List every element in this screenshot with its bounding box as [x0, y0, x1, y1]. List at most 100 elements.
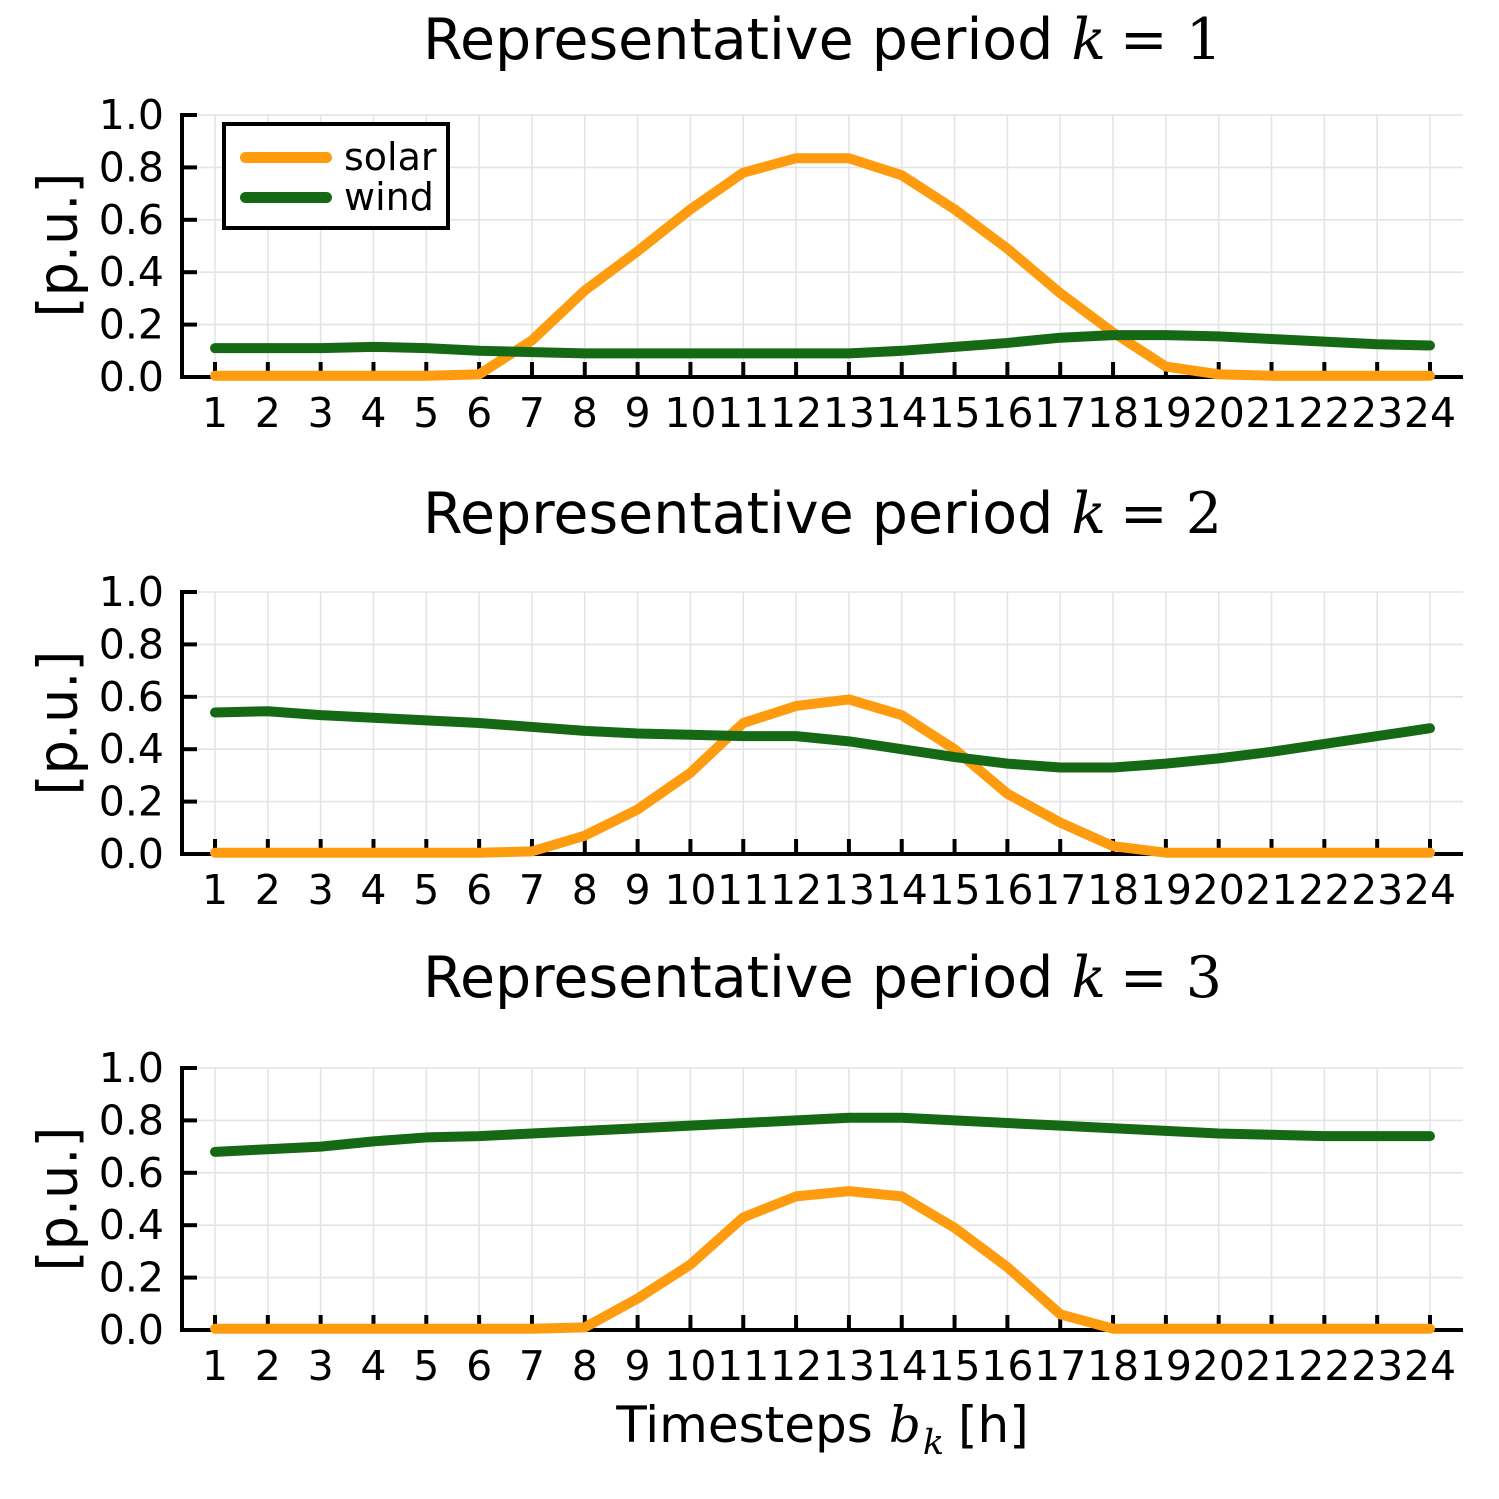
legend-entry-wind: wind	[240, 178, 436, 216]
chart2-title: Representative period k = 2	[150, 478, 1495, 550]
chart1-title-text: Representative period	[422, 7, 1054, 73]
y-tick-label: 0.8	[99, 143, 164, 191]
x-tick-label: 20	[1193, 1342, 1245, 1390]
y-tick-label: 0.0	[99, 353, 164, 401]
x-tick-label: 4	[360, 389, 386, 437]
x-tick-label: 24	[1404, 389, 1456, 437]
x-tick-label: 19	[1140, 1342, 1192, 1390]
y-tick-label: 0.4	[99, 1201, 164, 1249]
x-tick-label: 22	[1298, 866, 1350, 914]
y-tick-label: 1.0	[99, 95, 164, 139]
x-tick-label: 10	[664, 389, 716, 437]
x-tick-label: 14	[876, 866, 928, 914]
x-tick-label: 22	[1298, 1342, 1350, 1390]
wind-legend-swatch-icon	[240, 191, 332, 203]
x-tick-label: 14	[876, 389, 928, 437]
wind-line	[210, 706, 1435, 773]
y-tick-label: 0.8	[99, 620, 164, 668]
x-tick-label: 17	[1034, 1342, 1086, 1390]
x-tick-label: 8	[572, 389, 598, 437]
y-tick-label: 0.4	[99, 725, 164, 773]
solar-legend-swatch-icon	[240, 151, 332, 163]
x-tick-label: 19	[1140, 866, 1192, 914]
y-tick-label: 0.6	[99, 673, 164, 721]
x-tick-label: 24	[1404, 1342, 1456, 1390]
x-tick-label: 10	[664, 1342, 716, 1390]
x-axis-label-unit: [h]	[958, 1396, 1029, 1454]
x-tick-label: 5	[413, 389, 439, 437]
x-tick-label: 2	[255, 1342, 281, 1390]
x-tick-label: 9	[625, 866, 651, 914]
chart3-title-math-value: = 3	[1119, 945, 1223, 1011]
solar-line	[210, 694, 1435, 858]
x-tick-label: 11	[717, 1342, 769, 1390]
x-tick-label: 6	[466, 1342, 492, 1390]
y-tick-label: 1.0	[99, 572, 164, 616]
wind-line	[210, 1112, 1435, 1157]
chart3-title-math-var: k	[1071, 945, 1106, 1011]
x-tick-label: 13	[823, 389, 875, 437]
x-tick-label: 9	[625, 1342, 651, 1390]
x-tick-label: 17	[1034, 389, 1086, 437]
x-tick-label: 18	[1087, 389, 1139, 437]
x-tick-label: 13	[823, 1342, 875, 1390]
x-axis-label: Timesteps bk [h]	[150, 1396, 1495, 1463]
x-tick-label: 3	[308, 866, 334, 914]
x-tick-label: 7	[519, 389, 545, 437]
x-tick-label: 16	[981, 389, 1033, 437]
x-tick-label: 12	[770, 389, 822, 437]
x-tick-label: 5	[413, 1342, 439, 1390]
chart3-title: Representative period k = 3	[150, 942, 1495, 1014]
x-tick-label: 23	[1351, 866, 1403, 914]
x-tick-label: 21	[1245, 389, 1297, 437]
x-tick-label: 15	[928, 389, 980, 437]
chart1-plot-area: 1 2 3 4 5 6 7 8 9 10 11 12 13 14 15 16 17 18 19 20 21 22 23 240…	[99, 95, 1463, 437]
x-tick-label: 12	[770, 1342, 822, 1390]
x-tick-label: 8	[572, 866, 598, 914]
x-tick-label: 21	[1245, 1342, 1297, 1390]
legend: solar wind	[222, 122, 450, 230]
x-tick-label: 23	[1351, 389, 1403, 437]
x-tick-label: 11	[717, 389, 769, 437]
x-axis-label-math-var: b	[888, 1396, 921, 1454]
x-tick-label: 16	[981, 1342, 1033, 1390]
x-tick-label: 7	[519, 866, 545, 914]
solar-legend-label: solar	[344, 135, 437, 179]
chart1-title-math-var: k	[1071, 7, 1106, 73]
chart2-title-text: Representative period	[422, 481, 1054, 547]
y-tick-label: 0.6	[99, 196, 164, 244]
x-tick-label: 5	[413, 866, 439, 914]
x-tick-label: 24	[1404, 866, 1456, 914]
x-tick-label: 3	[308, 1342, 334, 1390]
x-tick-label: 7	[519, 1342, 545, 1390]
chart2-title-math-value: = 2	[1119, 481, 1223, 547]
y-tick-label: 0.6	[99, 1149, 164, 1197]
x-tick-label: 15	[928, 866, 980, 914]
x-tick-label: 4	[360, 1342, 386, 1390]
x-tick-label: 14	[876, 1342, 928, 1390]
x-tick-label: 12	[770, 866, 822, 914]
y-tick-label: 0.0	[99, 1306, 164, 1354]
chart3-plot-area: 1 2 3 4 5 6 7 8 9 10 11 12 13 14 15 16 17 18 19 20 21 22 23 240…	[99, 1048, 1463, 1390]
x-tick-label: 1	[202, 866, 228, 914]
x-tick-label: 20	[1193, 389, 1245, 437]
y-tick-label: 0.0	[99, 830, 164, 878]
x-tick-label: 2	[255, 389, 281, 437]
chart3-title-text: Representative period	[422, 945, 1054, 1011]
solar-line	[210, 153, 1435, 381]
x-axis-label-text: Timesteps	[616, 1396, 873, 1454]
x-tick-label: 6	[466, 866, 492, 914]
x-tick-label: 15	[928, 1342, 980, 1390]
y-tick-label: 0.2	[99, 778, 164, 826]
x-tick-label: 4	[360, 866, 386, 914]
x-tick-label: 23	[1351, 1342, 1403, 1390]
x-tick-label: 17	[1034, 866, 1086, 914]
x-tick-label: 1	[202, 389, 228, 437]
x-tick-label: 8	[572, 1342, 598, 1390]
solar-line	[210, 1186, 1435, 1334]
x-tick-label: 11	[717, 866, 769, 914]
x-tick-label: 3	[308, 389, 334, 437]
y-tick-label: 0.2	[99, 1254, 164, 1302]
wind-line	[210, 330, 1435, 359]
